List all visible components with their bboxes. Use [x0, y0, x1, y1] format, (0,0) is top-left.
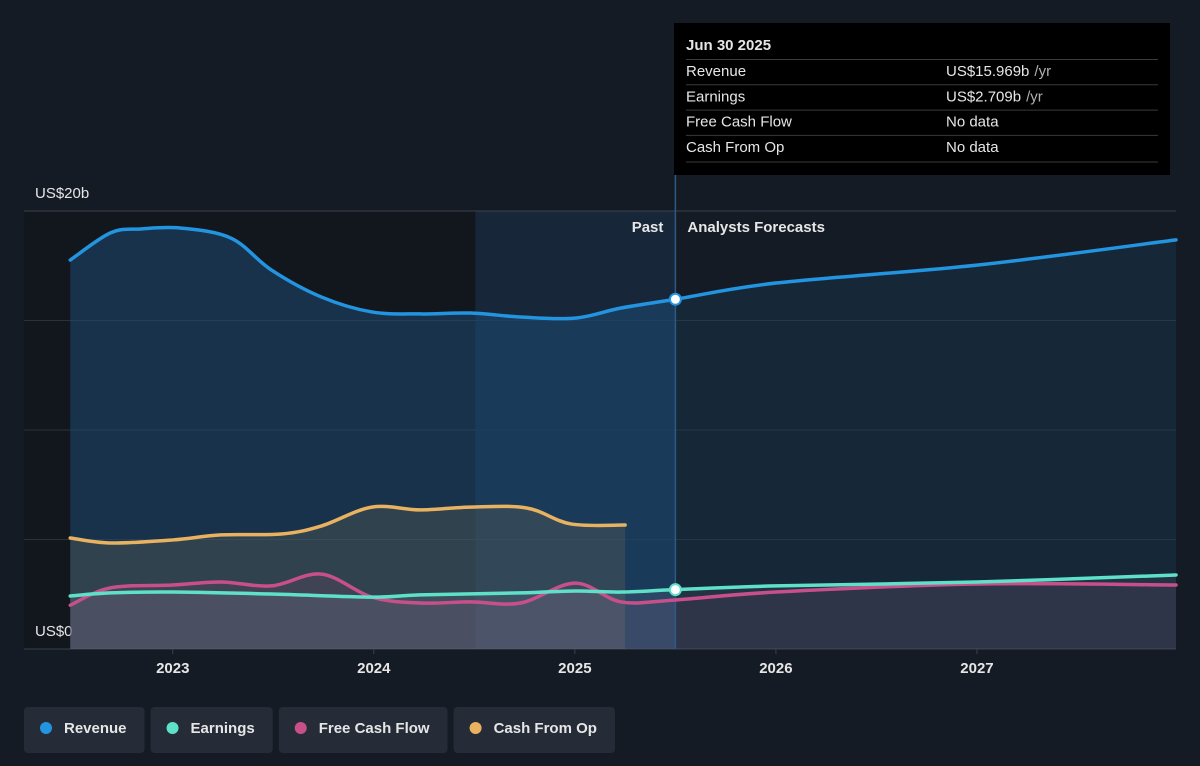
forecast-area — [675, 583, 1176, 649]
y-tick-label: US$0 — [35, 623, 73, 640]
tooltip-box — [674, 23, 1170, 175]
tooltip-unit: /yr — [1034, 63, 1051, 80]
x-tick-label: 2026 — [759, 660, 792, 677]
past-area — [70, 506, 626, 649]
legend-button[interactable] — [453, 707, 615, 753]
tooltip-value: No data — [946, 139, 999, 156]
tooltip-value-text: No data — [946, 139, 999, 156]
tooltip-date: Jun 30 2025 — [686, 37, 771, 54]
tooltip-unit: /yr — [1026, 88, 1043, 105]
tooltip: Jun 30 2025 Revenue US$15.969b/yr Earnings U… — [674, 23, 1170, 175]
x-tick-label: 2027 — [960, 660, 993, 677]
forecast-label: Analysts Forecasts — [687, 219, 825, 236]
tooltip-value-text: No data — [946, 114, 999, 131]
series-line — [68, 572, 1178, 607]
forecast-area — [675, 239, 1176, 649]
legend-swatch — [40, 722, 52, 734]
x-tick-label: 2024 — [357, 660, 391, 677]
legend-label: Earnings — [191, 720, 255, 737]
legend-swatch — [294, 722, 307, 734]
tooltip-value: US$15.969b/yr — [946, 63, 1051, 80]
tooltip-label: Cash From Op — [686, 139, 784, 156]
legend-button[interactable] — [150, 707, 273, 753]
legend-item[interactable]: Cash From Op — [453, 707, 615, 753]
point-marker — [668, 292, 682, 306]
x-tick-label: 2023 — [156, 660, 189, 677]
tooltip-value: US$2.709b/yr — [946, 88, 1043, 105]
legend-item[interactable]: Revenue — [24, 707, 145, 753]
y-tick-label: US$20b — [35, 185, 89, 202]
x-tick-label: 2025 — [558, 660, 591, 677]
past-area — [70, 589, 676, 649]
legend-button[interactable] — [278, 707, 448, 753]
series-line — [68, 225, 1178, 321]
tooltip-label: Revenue — [686, 63, 746, 80]
legend-item[interactable]: Free Cash Flow — [278, 707, 448, 753]
legend-label: Free Cash Flow — [319, 720, 430, 737]
series-line — [68, 504, 627, 545]
past-area — [70, 227, 676, 649]
legend-swatch — [469, 722, 482, 734]
legend-button[interactable] — [24, 707, 145, 753]
series-line — [68, 573, 1178, 599]
tooltip-label: Free Cash Flow — [686, 114, 792, 131]
tooltip-label: Earnings — [686, 88, 745, 105]
tooltip-value-text: US$15.969b — [946, 63, 1029, 80]
point-marker — [668, 583, 682, 597]
legend-label: Revenue — [64, 720, 127, 737]
legend-item[interactable]: Earnings — [150, 707, 273, 753]
past-label: Past — [632, 219, 664, 236]
legend-label: Cash From Op — [494, 720, 597, 737]
tooltip-value-text: US$2.709b — [946, 88, 1021, 105]
legend-swatch — [166, 722, 179, 734]
tooltip-value: No data — [946, 114, 999, 131]
forecast-area — [675, 574, 1176, 649]
